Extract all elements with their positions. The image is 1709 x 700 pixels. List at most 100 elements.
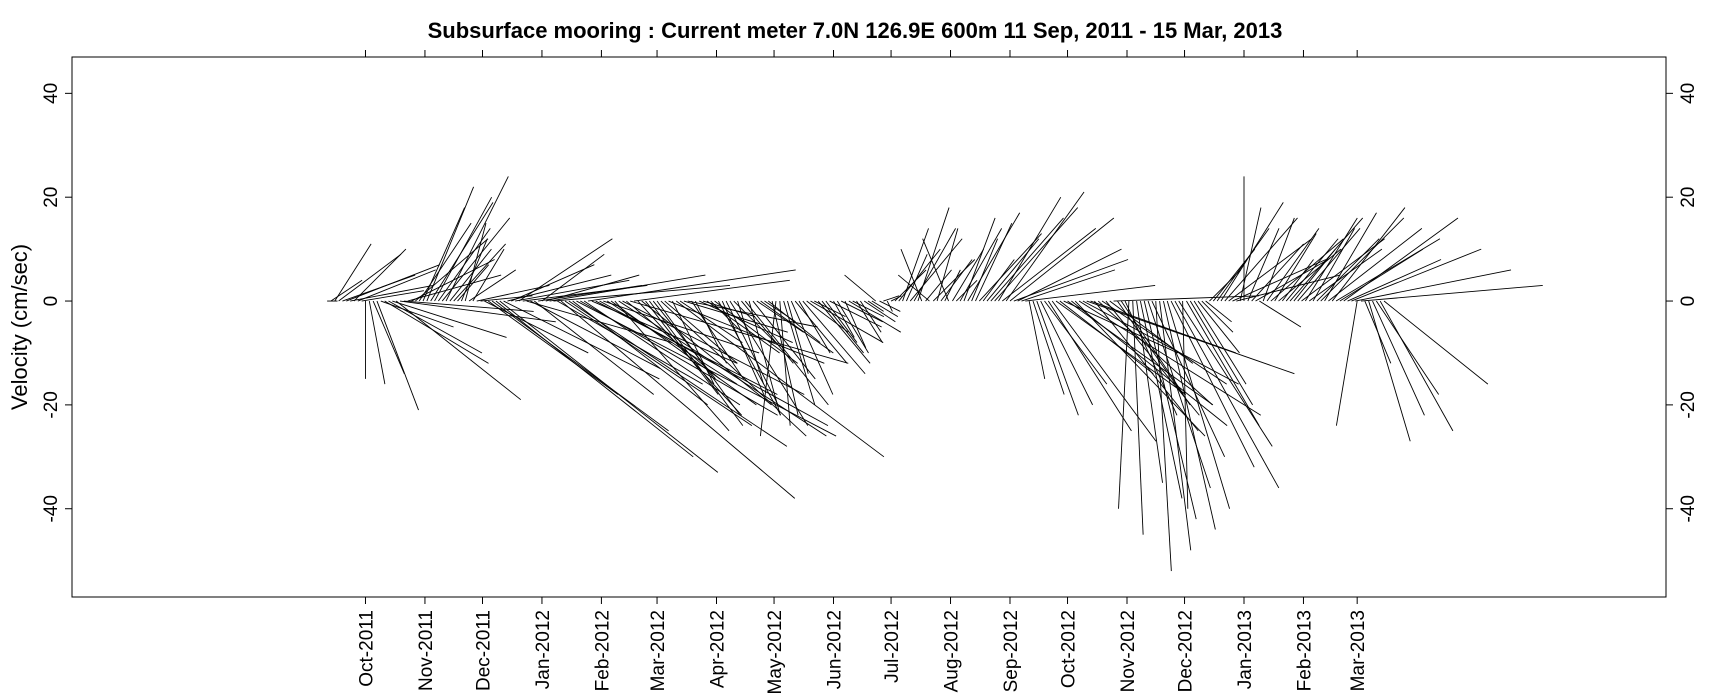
velocity-stick: [844, 300, 867, 348]
velocity-stick: [361, 290, 425, 302]
y-tick-label-right: 40: [1678, 83, 1699, 104]
velocity-stick: [671, 300, 715, 385]
velocity-stick: [902, 228, 929, 302]
velocity-stick: [1059, 300, 1154, 375]
y-tick-label-left: 20: [41, 187, 62, 208]
velocity-stick: [622, 300, 805, 395]
velocity-stick: [836, 300, 869, 354]
velocity-stick: [982, 259, 1015, 302]
x-tick-label: Aug-2012: [942, 610, 963, 692]
velocity-stick: [1312, 228, 1355, 302]
velocity-stick: [998, 196, 1062, 302]
velocity-stick: [1305, 217, 1358, 302]
velocity-stick: [1186, 300, 1260, 426]
y-tick-label-right: 0: [1678, 296, 1699, 307]
velocity-stick: [1117, 300, 1191, 406]
velocity-stick: [368, 300, 386, 385]
velocity-stick: [380, 300, 454, 328]
velocity-stick: [1120, 300, 1184, 395]
velocity-stick: [1379, 300, 1454, 432]
velocity-stick: [1293, 248, 1336, 302]
velocity-stick: [1086, 300, 1295, 375]
velocity-stick: [1232, 259, 1327, 302]
x-tick-label: Oct-2011: [356, 610, 377, 687]
x-tick-label: Apr-2012: [708, 610, 729, 688]
velocity-stick: [752, 300, 816, 380]
velocity-stick: [1343, 217, 1459, 302]
velocity-stick: [909, 238, 963, 302]
velocity-stick: [572, 300, 708, 406]
velocity-stick: [917, 207, 950, 302]
velocity-stick: [725, 300, 779, 406]
velocity-stick: [610, 300, 757, 406]
velocity-stick: [1324, 212, 1377, 302]
velocity-stick: [472, 248, 505, 302]
velocity-stick: [768, 300, 821, 343]
velocity-stick: [986, 238, 1040, 302]
velocity-stick: [334, 243, 372, 302]
velocity-stick: [886, 300, 893, 312]
velocity-stick: [418, 222, 472, 302]
velocity-stick: [614, 300, 730, 432]
velocity-stick: [675, 300, 885, 458]
velocity-stick: [338, 253, 402, 302]
velocity-stick: [330, 279, 363, 302]
velocity-stick: [971, 238, 998, 302]
y-tick-label-left: 0: [41, 296, 62, 307]
velocity-stick: [403, 300, 534, 312]
x-tick-label: Dec-2011: [473, 610, 494, 691]
velocity-stick: [1216, 228, 1270, 302]
velocity-stick: [817, 300, 871, 364]
y-tick-label-left: -40: [41, 495, 62, 522]
y-axis-left: -40 -20 0 20 40: [41, 83, 72, 522]
velocity-stick: [395, 300, 522, 401]
velocity-stick: [1032, 300, 1065, 395]
velocity-stick: [779, 301, 791, 426]
velocity-stick: [810, 300, 884, 343]
velocity-stick: [464, 223, 487, 302]
velocity-stick: [457, 264, 490, 302]
velocity-stick: [1182, 301, 1189, 509]
velocity-stick: [1351, 248, 1482, 302]
velocity-stick: [821, 300, 864, 354]
velocity-stick: [495, 300, 694, 458]
x-tick-label: Oct-2012: [1059, 610, 1080, 688]
velocity-stick: [1189, 300, 1253, 406]
velocity-stick: [922, 238, 950, 302]
velocity-stick: [802, 300, 866, 375]
velocity-stick: [595, 300, 778, 395]
x-tick-label: Feb-2012: [592, 610, 613, 691]
velocity-stick: [560, 300, 796, 499]
velocity-stick: [1067, 300, 1214, 406]
x-tick-label: Nov-2012: [1118, 610, 1139, 692]
velocity-stick: [1044, 300, 1108, 385]
velocity-stick: [1383, 300, 1489, 385]
velocity-stick: [871, 300, 899, 318]
velocity-stick: [814, 300, 846, 318]
velocity-stick: [829, 300, 882, 328]
velocity-stick: [1320, 217, 1405, 302]
velocity-stick: [1197, 300, 1240, 354]
velocity-sticks: [327, 176, 1543, 572]
velocity-stick: [1220, 202, 1284, 302]
velocity-stick: [633, 279, 790, 302]
velocity-stick: [453, 243, 506, 302]
velocity-stick: [978, 233, 1042, 302]
velocity-stick: [1355, 269, 1512, 302]
x-tick-label: Jan-2012: [533, 610, 554, 689]
velocity-stick: [1251, 243, 1304, 302]
velocity-stick: [1266, 228, 1320, 302]
velocity-stick: [1047, 300, 1132, 432]
velocity-stick: [511, 264, 595, 302]
x-tick-label: Jul-2012: [882, 610, 903, 683]
velocity-stick: [1259, 300, 1302, 328]
x-tick-label: Feb-2013: [1294, 610, 1315, 691]
velocity-stick: [1159, 300, 1192, 551]
velocity-stick: [668, 300, 825, 364]
velocity-stick: [422, 207, 465, 302]
velocity-stick: [1236, 274, 1341, 302]
velocity-stick: [990, 217, 1064, 302]
velocity-stick: [1368, 300, 1411, 442]
velocity-stick: [1013, 259, 1129, 302]
velocity-stick: [1078, 300, 1262, 416]
